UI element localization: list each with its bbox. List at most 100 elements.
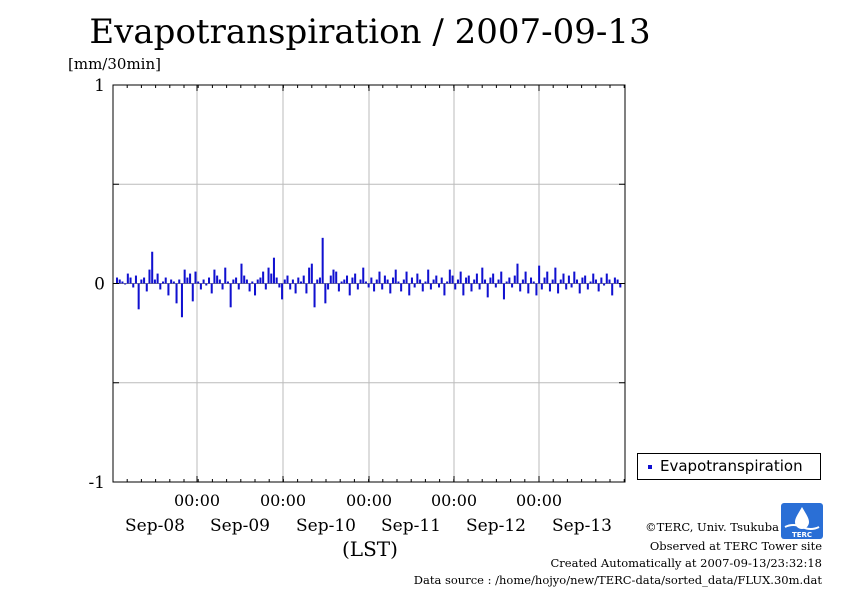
bar: [546, 271, 549, 284]
bar: [508, 277, 511, 284]
bar: [164, 277, 167, 284]
bar: [213, 269, 216, 284]
bar: [573, 271, 576, 284]
x-tick-date: Sep-13: [552, 516, 612, 536]
bar: [513, 275, 516, 284]
bar: [210, 283, 213, 294]
bar: [383, 275, 386, 284]
bar: [348, 283, 351, 296]
bar: [611, 283, 614, 296]
y-axis-unit-label: [mm/30min]: [68, 55, 161, 73]
bar: [581, 277, 584, 284]
bar: [121, 281, 124, 284]
x-tick-date: Sep-10: [296, 516, 356, 536]
bar: [519, 283, 522, 292]
bar: [145, 283, 148, 292]
bar: [386, 279, 389, 284]
bar: [354, 273, 357, 284]
bar: [454, 283, 457, 290]
bar: [567, 275, 570, 284]
bar: [281, 283, 284, 300]
bar: [351, 277, 354, 284]
bar: [467, 275, 470, 284]
bar: [530, 277, 533, 284]
bar: [270, 273, 273, 284]
bar: [584, 275, 587, 284]
bar: [359, 279, 362, 284]
bar: [421, 283, 424, 292]
bar: [554, 267, 557, 284]
bar: [278, 283, 281, 288]
bar: [435, 275, 438, 284]
bar: [597, 283, 600, 292]
bar: [272, 257, 275, 284]
bar: [224, 267, 227, 284]
bar: [392, 277, 395, 284]
bar: [216, 275, 219, 284]
bar: [427, 269, 430, 284]
bar: [275, 277, 278, 284]
bar: [448, 269, 451, 284]
bar: [335, 271, 338, 284]
y-tick-label: 0: [94, 275, 105, 295]
bar: [419, 279, 422, 284]
bar: [291, 279, 294, 284]
bar: [394, 269, 397, 284]
bar: [364, 281, 367, 284]
bar: [524, 271, 527, 284]
terc-logo: TERC: [781, 503, 823, 539]
bar: [521, 279, 524, 284]
bar: [180, 283, 183, 318]
bar: [132, 283, 135, 288]
bar: [254, 283, 257, 296]
created-text: Created Automatically at 2007-09-13/23:3…: [550, 556, 823, 570]
bar: [578, 283, 581, 294]
bar: [289, 283, 292, 290]
bar: [438, 283, 441, 288]
bar: [535, 283, 538, 296]
bar: [608, 279, 611, 284]
logo-text: TERC: [792, 531, 812, 539]
bar: [240, 263, 243, 284]
bar: [327, 283, 330, 290]
bar: [126, 273, 129, 284]
bar: [459, 271, 462, 284]
series-bars: [116, 237, 622, 318]
bar: [237, 283, 240, 290]
bar: [576, 279, 579, 284]
bar: [175, 283, 178, 304]
bar: [243, 275, 246, 284]
bar: [229, 283, 232, 308]
bar: [324, 283, 327, 304]
bar: [337, 283, 340, 292]
bar: [264, 283, 267, 290]
bar: [473, 279, 476, 284]
bar: [570, 283, 573, 288]
bar: [194, 271, 197, 284]
bar: [162, 281, 165, 284]
bar: [153, 279, 156, 284]
bar: [443, 283, 446, 296]
x-tick-time: 00:00: [174, 491, 220, 510]
bar: [316, 279, 319, 284]
bar: [424, 281, 427, 284]
bar: [475, 273, 478, 284]
bar: [378, 271, 381, 284]
bar: [481, 267, 484, 284]
bar: [202, 279, 205, 284]
bar: [605, 273, 608, 284]
x-tick-time: 00:00: [260, 491, 306, 510]
bar: [451, 275, 454, 284]
bar: [321, 237, 324, 284]
bar: [402, 279, 405, 284]
bar: [199, 283, 202, 290]
bar: [134, 275, 137, 284]
chart-title: Evapotranspiration / 2007-09-13: [89, 12, 651, 52]
bar: [340, 281, 343, 284]
bar: [208, 277, 211, 284]
bar: [197, 281, 200, 284]
bar: [494, 283, 497, 288]
bar: [318, 277, 321, 284]
bar: [232, 279, 235, 284]
bar: [500, 271, 503, 284]
